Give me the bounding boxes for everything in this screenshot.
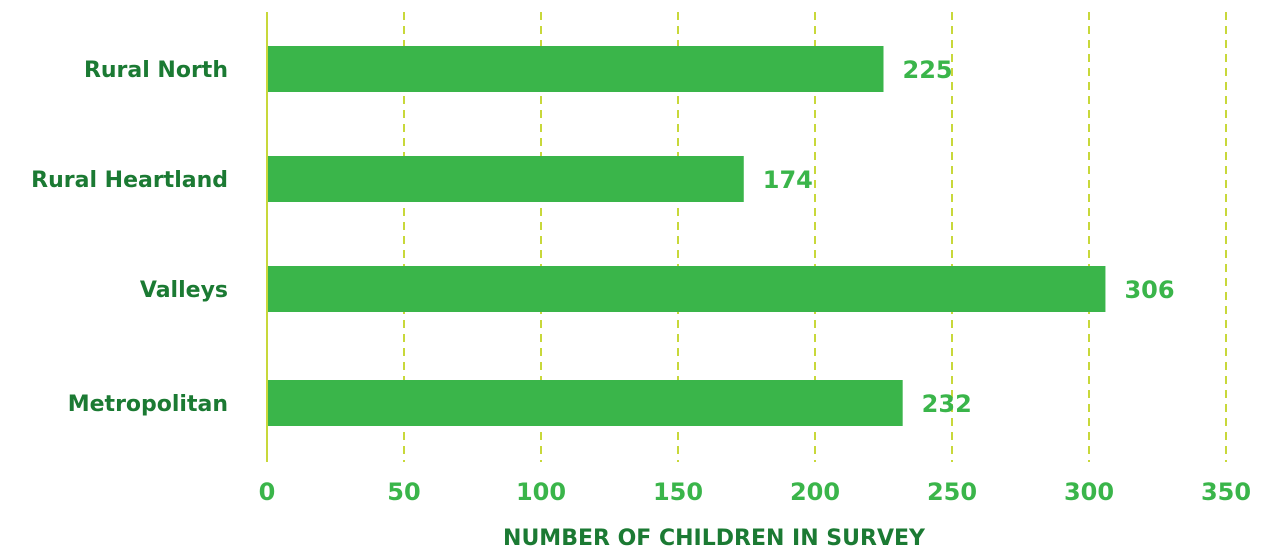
value-label: 306 <box>1124 276 1174 304</box>
value-label: 174 <box>763 166 813 194</box>
x-tick-label: 200 <box>790 478 840 506</box>
x-tick-label: 150 <box>653 478 703 506</box>
x-tick-label: 250 <box>927 478 977 506</box>
x-tick-labels: 0 50 100 150 200 250 300 350 <box>259 478 1251 506</box>
x-tick-label: 0 <box>259 478 276 506</box>
bar-rural-north <box>268 46 884 92</box>
bars <box>268 46 1106 426</box>
bar-rural-heartland <box>268 156 744 202</box>
x-tick-label: 350 <box>1201 478 1251 506</box>
value-label: 232 <box>922 390 972 418</box>
x-tick-label: 100 <box>516 478 566 506</box>
category-label: Metropolitan <box>68 392 228 417</box>
category-label: Valleys <box>140 278 228 303</box>
x-tick-label: 300 <box>1064 478 1114 506</box>
bar-valleys <box>268 266 1106 312</box>
category-labels: Rural North Rural Heartland Valleys Metropo… <box>31 58 228 417</box>
x-tick-label: 50 <box>387 478 420 506</box>
value-label: 225 <box>903 56 953 84</box>
value-labels: 225 174 306 232 <box>763 56 1175 418</box>
bar-metropolitan <box>268 380 903 426</box>
x-axis-title: NUMBER OF CHILDREN IN SURVEY <box>503 526 926 551</box>
category-label: Rural North <box>84 58 228 83</box>
category-label: Rural Heartland <box>31 168 228 193</box>
